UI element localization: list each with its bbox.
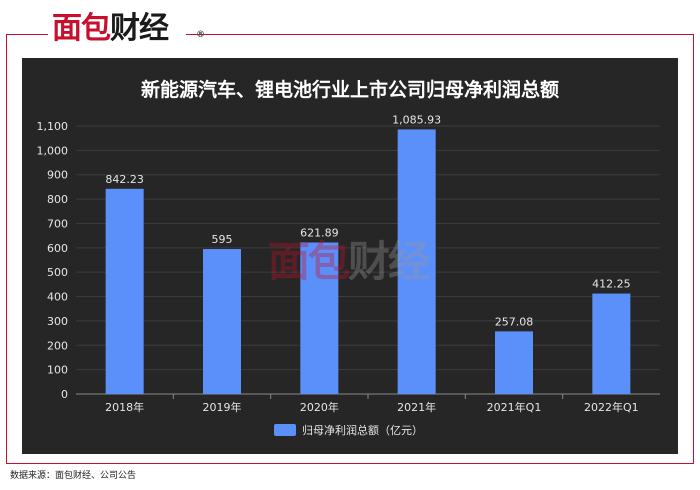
y-tick-label: 800 xyxy=(47,193,68,206)
x-tick-label: 2020年 xyxy=(300,400,339,414)
bar xyxy=(105,188,144,394)
y-axis: 0 100 200 300 400 500 600 700 800 900 1,000 1,100 xyxy=(37,120,69,401)
outer-frame xyxy=(6,34,694,464)
x-axis: 2018年 2019年 2020年 2021年 2021年Q1 2022年Q1 xyxy=(105,394,639,414)
y-tick-label: 400 xyxy=(47,291,68,304)
data-label: 842.23 xyxy=(105,173,144,186)
y-tick-label: 900 xyxy=(47,169,68,182)
brand-part1: 面包 xyxy=(52,11,111,46)
grid-lines xyxy=(76,125,660,395)
brand-logo: 面包财经 ® xyxy=(52,11,205,46)
bar xyxy=(592,293,631,394)
watermark-part2: 财经 xyxy=(348,237,430,286)
x-tick-label: 2021年Q1 xyxy=(487,400,542,414)
x-tick-label: 2018年 xyxy=(105,400,144,414)
x-tick-label: 2021年 xyxy=(397,400,436,414)
data-label: 412.25 xyxy=(592,278,631,291)
legend[interactable]: 归母净利润总额（亿元） xyxy=(274,423,423,437)
data-label: 595 xyxy=(212,233,233,246)
x-tick-label: 2019年 xyxy=(203,400,242,414)
y-tick-label: 200 xyxy=(47,339,68,352)
x-tick-label: 2022年Q1 xyxy=(584,400,639,414)
frame-top-right xyxy=(186,34,694,35)
chart-panel: 新能源汽车、锂电池行业上市公司归母净利润总额 0 100 200 300 400 500 6… xyxy=(22,58,678,454)
legend-label: 归母净利润总额（亿元） xyxy=(302,423,423,437)
brand-registered-mark: ® xyxy=(196,30,205,40)
y-tick-label: 700 xyxy=(47,217,68,230)
data-labels: 842.23 595 621.89 1,085.93 257.08 412.25 xyxy=(105,113,630,328)
y-tick-label: 500 xyxy=(47,266,68,279)
frame-top-left xyxy=(6,34,48,35)
data-label: 257.08 xyxy=(495,315,534,328)
data-label: 1,085.93 xyxy=(392,113,441,126)
bar-chart: 新能源汽车、锂电池行业上市公司归母净利润总额 0 100 200 300 400 500 6… xyxy=(37,78,660,437)
y-tick-label: 1,000 xyxy=(37,144,69,157)
source-note: 数据来源：面包财经、公司公告 xyxy=(10,471,137,481)
bar xyxy=(397,129,436,394)
y-tick-label: 0 xyxy=(61,388,68,401)
y-tick-label: 1,100 xyxy=(37,120,69,133)
watermark-logo: 面包财经 xyxy=(268,228,430,289)
chart-title: 新能源汽车、锂电池行业上市公司归母净利润总额 xyxy=(141,78,559,101)
y-tick-label: 100 xyxy=(47,364,68,377)
brand-part2: 财经 xyxy=(110,11,169,46)
watermark-part1: 面包 xyxy=(268,237,350,286)
data-label: 621.89 xyxy=(300,226,339,239)
y-tick-label: 300 xyxy=(47,315,68,328)
bars xyxy=(105,129,631,394)
bar xyxy=(495,331,533,394)
legend-swatch xyxy=(274,424,296,436)
y-tick-label: 600 xyxy=(47,242,68,255)
bar xyxy=(300,242,339,394)
bar xyxy=(203,249,241,394)
